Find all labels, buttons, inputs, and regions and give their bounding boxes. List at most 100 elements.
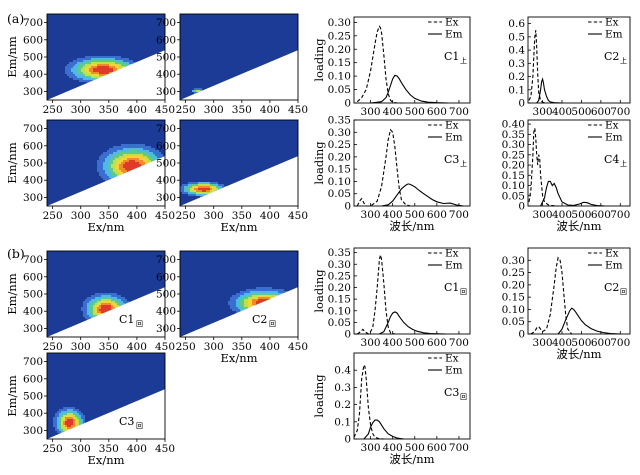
eem-cell <box>99 172 102 175</box>
eem-cell <box>113 297 116 300</box>
eem-cell <box>117 170 120 173</box>
eem-cell <box>250 301 253 304</box>
eem-cell <box>153 150 156 153</box>
eem-cell <box>208 192 211 195</box>
eem-cell <box>127 166 130 169</box>
eem-cell <box>234 307 237 310</box>
eem-cell <box>107 297 110 300</box>
eem-cell <box>77 80 80 83</box>
eem-cell <box>93 170 96 173</box>
eem-cell <box>105 176 108 179</box>
eem-cell <box>121 58 124 61</box>
eem-cell <box>206 186 209 189</box>
eem-cell <box>133 162 136 165</box>
eem-cell <box>87 68 90 71</box>
eem-cell <box>145 158 148 161</box>
eem-cell <box>97 174 100 177</box>
eem-cell <box>75 411 78 414</box>
eem-cell <box>89 56 92 59</box>
eem-cell <box>246 293 249 296</box>
eem-xtick-label: 400 <box>127 104 147 116</box>
eem-cell <box>61 411 64 414</box>
eem-cell <box>123 164 126 167</box>
eem-xtick-label: 350 <box>99 210 119 222</box>
eem-cell <box>59 429 62 432</box>
eem-cell <box>111 66 114 69</box>
eem-cell <box>95 76 98 79</box>
eem-cell <box>254 289 257 292</box>
eem-cell <box>258 291 261 294</box>
eem-cell <box>119 162 122 165</box>
eem-cell <box>196 88 199 91</box>
eem-cell <box>232 311 235 314</box>
eem-y-axis-label: Em/nm <box>5 142 19 184</box>
eem-cell <box>210 184 213 187</box>
loading-ytick-label: 0.3 <box>334 382 351 394</box>
eem-cell <box>61 425 64 428</box>
eem-cell <box>69 76 72 79</box>
eem-cell <box>135 156 138 159</box>
eem-cell <box>121 154 124 157</box>
eem-cell <box>103 178 106 181</box>
eem-cell <box>109 293 112 296</box>
eem-cell <box>99 178 102 181</box>
loading-xtick-label: 400 <box>383 442 403 454</box>
loading-component-subscript: 回 <box>620 288 627 296</box>
eem-cell <box>91 305 94 308</box>
eem-cell <box>99 305 102 308</box>
eem-cell <box>238 301 241 304</box>
eem-cell <box>101 307 104 310</box>
eem-cell <box>212 188 215 191</box>
eem-cell <box>95 299 98 302</box>
eem-cell <box>73 411 76 414</box>
eem-cell <box>97 291 100 294</box>
eem-cell <box>77 409 80 412</box>
eem-cell <box>127 164 130 167</box>
eem-cell <box>260 289 263 292</box>
loading-panel-5: 300 400 500 600 70000.050.100.150.200.250.30… <box>312 247 471 349</box>
eem-cell <box>95 301 98 304</box>
eem-cell <box>125 150 128 153</box>
eem-cell <box>63 409 66 412</box>
eem-cell <box>262 295 265 298</box>
eem-cell <box>262 291 265 294</box>
eem-cell <box>113 164 116 167</box>
eem-cell <box>230 297 233 300</box>
eem-cell <box>198 192 201 195</box>
eem-cell <box>115 156 118 159</box>
eem-cell <box>149 144 152 147</box>
eem-ytick-label: 500 <box>156 158 176 170</box>
eem-cell <box>93 70 96 73</box>
eem-cell <box>288 289 291 292</box>
eem-cell <box>61 417 64 420</box>
eem-cell <box>81 305 84 308</box>
eem-cell <box>105 299 108 302</box>
loading-component-label: C2 <box>604 50 619 63</box>
eem-cell <box>95 78 98 81</box>
eem-cell <box>107 72 110 75</box>
eem-ytick-label: 300 <box>23 192 43 204</box>
eem-cell <box>109 56 112 59</box>
eem-cell <box>200 190 203 193</box>
loading-ytick-label: 0.15 <box>502 170 525 182</box>
eem-cell <box>99 160 102 163</box>
eem-xtick-label: 300 <box>71 443 91 455</box>
eem-cell <box>121 170 124 173</box>
eem-cell <box>214 188 217 191</box>
eem-cell <box>131 146 134 149</box>
eem-cell <box>81 303 84 306</box>
eem-cell <box>236 301 239 304</box>
eem-cell <box>256 287 259 290</box>
eem-cell <box>57 409 60 412</box>
eem-cell <box>200 182 203 185</box>
eem-xtick-label: 350 <box>99 341 119 353</box>
eem-cell <box>105 64 108 67</box>
eem-cell <box>272 291 275 294</box>
eem-cell <box>248 297 251 300</box>
eem-cell <box>192 188 195 191</box>
eem-cell <box>101 180 104 183</box>
eem-cell <box>99 156 102 159</box>
eem-cell <box>143 156 146 159</box>
eem-cell <box>75 58 78 61</box>
